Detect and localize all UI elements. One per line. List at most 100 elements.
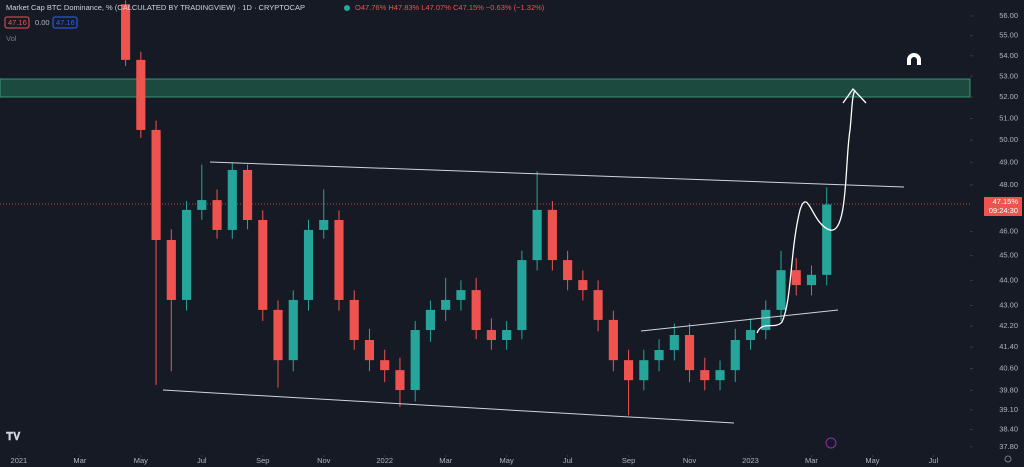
candle-body [395,370,405,391]
candle-body [486,330,496,340]
y-tick-label: 54.00 [999,51,1018,60]
x-tick-label: Mar [805,456,818,465]
y-tick-label: 43.00 [999,301,1018,310]
y-tick-label: 46.00 [999,227,1018,236]
x-tick-label: May [134,456,148,465]
last-price: 47.15% [993,197,1019,206]
ask-box[interactable] [52,16,78,29]
candle-body [151,129,161,240]
candle-body [700,370,710,381]
candle-body [136,59,146,130]
candle-body [227,169,237,230]
candle-body [806,274,817,286]
candle-body [258,219,268,310]
x-tick-label: Nov [317,456,331,465]
x-tick-label: Sep [256,456,269,465]
x-tick-label: Sep [622,456,635,465]
candle-body [121,4,131,60]
x-tick-label: 2022 [376,456,393,465]
volume-label: Vol [6,34,17,43]
ohlc: O47.76% H47.83% L47.07% C47.15% −0.63% (… [355,3,545,12]
candle-body [212,200,222,230]
resistance-zone [0,78,971,98]
candle-body [624,360,634,381]
y-tick-label: 37.80 [999,442,1018,451]
x-tick-label: Jul [197,456,207,465]
candle-body [380,360,390,371]
candle-body [441,299,451,310]
candle-body [532,209,542,261]
settings-icon[interactable] [1004,455,1012,463]
candle-body [471,290,481,331]
spread: 0.00 [35,18,50,27]
candle-body [410,330,420,391]
y-tick-label: 51.00 [999,113,1018,122]
candle-body [502,330,512,340]
y-tick-label: 40.60 [999,363,1018,372]
trend-line [640,309,839,332]
trend-line [162,389,735,424]
y-tick-label: 39.80 [999,385,1018,394]
bid-box[interactable] [4,16,30,29]
y-tick-label: 52.00 [999,92,1018,101]
tv-logo: 𝐓𝐕 [6,431,21,443]
candle-body [181,209,192,300]
candles [121,0,832,416]
candle-body [745,330,756,340]
x-tick-label: Mar [73,456,86,465]
x-tick-label: 2021 [11,456,28,465]
y-tick-label: 38.40 [999,425,1018,434]
trend-line [209,161,905,188]
y-tick-label: 50.00 [999,135,1018,144]
candle-body [563,260,573,281]
candle-body [319,219,329,230]
x-tick-label: 2023 [742,456,759,465]
title: Market Cap BTC Dominance, % (CALCULATED … [6,3,305,12]
ask: 47.16 [56,18,75,27]
candle-body [822,204,832,275]
y-tick-label: 56.00 [999,11,1018,20]
x-tick-label: May [500,456,514,465]
candle-body [547,209,557,261]
candle-body [517,260,527,331]
bid: 47.16 [8,18,27,27]
y-tick-label: 44.00 [999,275,1018,284]
y-tick-label: 55.00 [999,31,1018,40]
countdown: 09:24:30 [989,206,1018,215]
candle-body [166,239,176,300]
hand-drawn-arrow [756,89,856,334]
events-icon[interactable] [825,437,837,449]
y-tick-label: 49.00 [999,157,1018,166]
candle-body [791,270,801,286]
candle-body [242,169,253,220]
x-tick-label: Mar [439,456,452,465]
candle-body [654,350,664,361]
x-tick-label: May [865,456,879,465]
candle-body [669,334,679,351]
y-tick-label: 42.20 [999,321,1018,330]
candle-body [578,280,588,291]
y-tick-label: 53.00 [999,71,1018,80]
candle-body [288,299,298,361]
magnet-icon[interactable] [907,53,921,65]
x-tick-label: Jul [563,456,573,465]
y-tick-label: 41.40 [999,342,1018,351]
candle-body [273,309,283,361]
candle-body [608,319,618,361]
x-tick-label: Jul [929,456,939,465]
candle-body [730,339,740,371]
candle-body [593,290,603,320]
candle-body [303,229,314,300]
candle-body [715,370,725,381]
candle-body [197,200,207,210]
last-price-box [984,197,1022,216]
status-dot [344,5,350,11]
candle-body [761,309,771,331]
x-tick-label: Nov [683,456,697,465]
y-tick-label: 45.00 [999,251,1018,260]
y-tick-label: 48.00 [999,180,1018,189]
candle-body [456,290,466,300]
drawings [162,87,905,424]
candle-body [349,299,359,340]
